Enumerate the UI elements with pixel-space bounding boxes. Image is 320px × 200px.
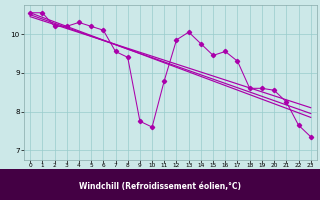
Text: Windchill (Refroidissement éolien,°C): Windchill (Refroidissement éolien,°C) — [79, 182, 241, 191]
